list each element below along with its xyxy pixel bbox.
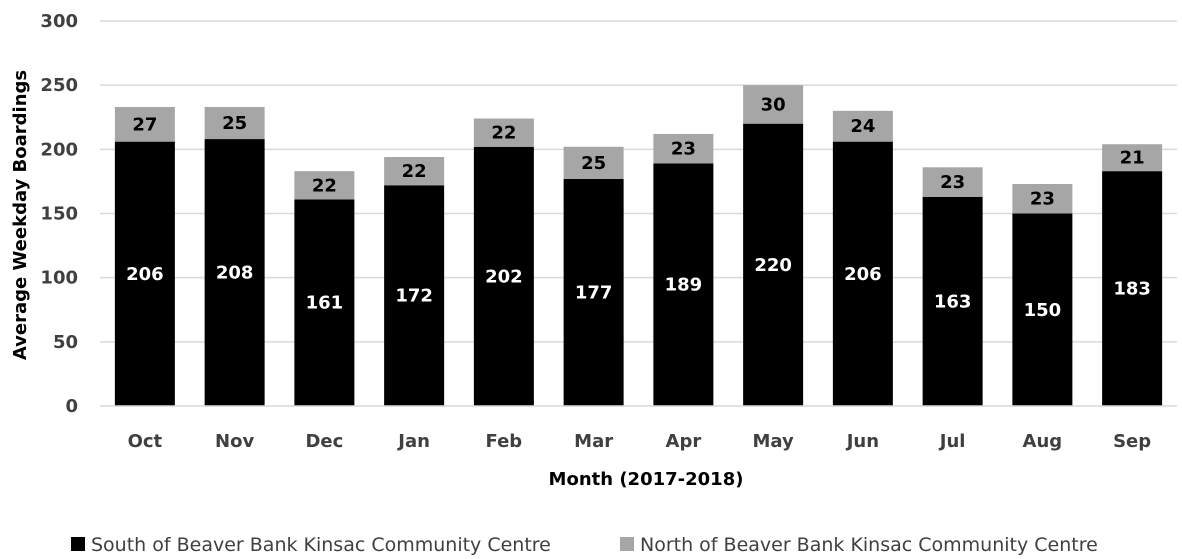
data-label-south-aug: 150 [1024,300,1062,321]
x-tick-label-jan: Jan [396,431,430,452]
y-axis-title: Average Weekday Boardings [10,70,31,360]
x-tick-label-apr: Apr [666,431,702,452]
bar-north-jan [384,157,445,186]
y-tick-label: 0 [65,396,78,417]
x-tick-label-dec: Dec [305,431,343,452]
bar-north-jun [832,110,893,142]
data-label-south-may: 220 [754,255,792,276]
bar-north-jul [922,167,983,197]
legend-swatch-south [71,537,85,551]
x-tick-label-oct: Oct [128,431,163,452]
bar-north-feb [473,118,534,147]
y-tick-label: 300 [40,11,78,32]
data-label-north-sep: 21 [1120,148,1145,169]
bar-south-aug [1012,213,1073,406]
data-label-south-dec: 161 [306,293,344,314]
data-label-north-mar: 25 [581,153,606,174]
bar-north-oct [114,106,175,142]
bar-north-nov [204,106,265,140]
data-label-north-oct: 27 [132,114,157,135]
data-label-north-apr: 23 [671,139,696,160]
data-label-south-sep: 183 [1113,279,1151,300]
legend-item-north: North of Beaver Bank Kinsac Community Ce… [620,534,1098,556]
data-label-south-jun: 206 [844,264,882,285]
x-tick-labels: Oct Nov Dec Jan Feb Mar Apr May Jun Jul Aug Sep [128,431,1152,452]
y-tick-label: 100 [40,268,78,289]
legend: South of Beaver Bank Kinsac Community Ce… [71,534,1098,556]
y-tick-labels: 0 50 100 150 200 250 300 [40,11,78,417]
y-tick-label: 200 [40,139,78,160]
y-tick-label: 50 [53,332,78,353]
bar-south-sep [1102,171,1163,406]
bar-south-dec [294,199,355,406]
bar-north-dec [294,171,355,200]
bars [114,85,1163,407]
bar-south-jun [832,141,893,406]
bar-data-labels: 206 27 208 25 161 22 172 22 202 22 177 25 189 23 220 30… [126,94,1151,320]
x-tick-label-jul: Jul [938,431,966,452]
x-tick-label-nov: Nov [215,431,254,452]
gridlines [100,20,1177,343]
data-label-south-oct: 206 [126,264,164,285]
legend-item-south: South of Beaver Bank Kinsac Community Ce… [71,534,551,556]
bar-south-may [743,123,804,407]
x-tick-label-feb: Feb [486,431,523,452]
data-label-south-nov: 208 [216,263,254,284]
data-label-north-may: 30 [761,94,786,115]
bar-south-mar [563,178,624,406]
bar-north-apr [653,133,714,164]
y-tick-label: 250 [40,75,78,96]
data-label-north-feb: 22 [491,123,516,144]
bar-north-may [743,85,804,124]
x-tick-label-aug: Aug [1023,431,1063,452]
x-tick-label-may: May [753,431,795,452]
y-tick-label: 150 [40,204,78,225]
x-axis-title: Month (2017-2018) [549,469,744,490]
data-label-north-jul: 23 [940,172,965,193]
data-label-south-mar: 177 [575,282,613,303]
bar-south-nov [204,139,265,407]
bar-north-aug [1012,183,1073,214]
data-label-south-apr: 189 [665,275,703,296]
bar-south-apr [653,163,714,406]
data-label-north-aug: 23 [1030,189,1055,210]
data-label-south-jul: 163 [934,291,972,312]
legend-label-south: South of Beaver Bank Kinsac Community Ce… [91,534,551,556]
bar-north-mar [563,146,624,179]
data-label-north-jun: 24 [850,116,875,137]
legend-swatch-north [620,537,634,551]
data-label-north-jan: 22 [402,161,427,182]
bar-north-sep [1102,144,1163,172]
data-label-south-jan: 172 [395,286,433,307]
bar-south-jul [922,196,983,406]
data-label-north-dec: 22 [312,175,337,196]
bar-south-oct [114,141,175,406]
x-tick-label-sep: Sep [1113,431,1151,452]
bar-south-jan [384,185,445,406]
x-tick-label-jun: Jun [845,431,879,452]
legend-label-north: North of Beaver Bank Kinsac Community Ce… [640,534,1098,556]
bar-south-feb [473,146,534,406]
data-label-north-nov: 25 [222,113,247,134]
data-label-south-feb: 202 [485,266,523,287]
x-tick-label-mar: Mar [574,431,613,452]
